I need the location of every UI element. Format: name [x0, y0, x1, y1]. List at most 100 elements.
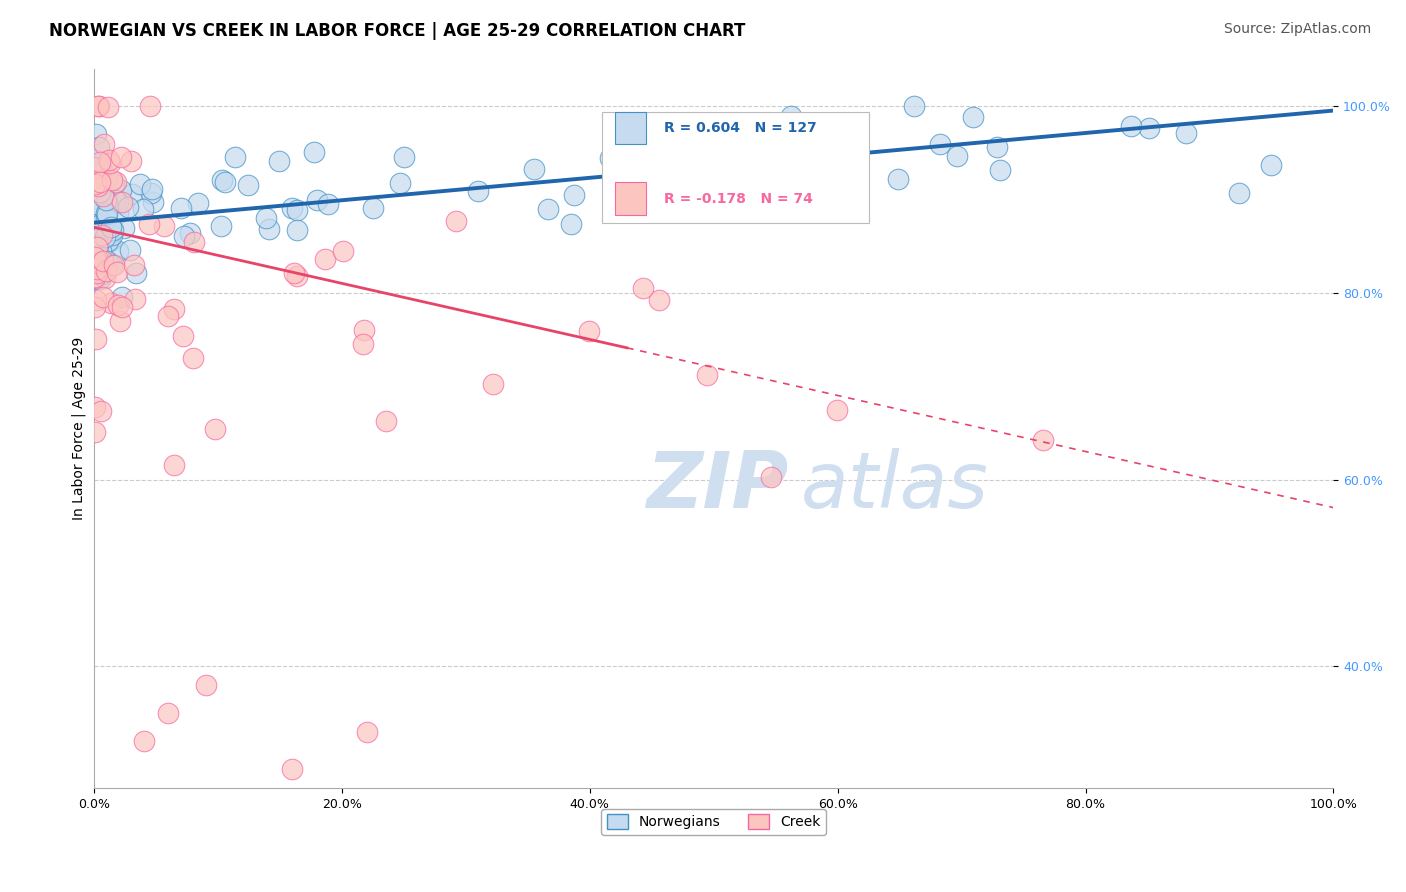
Point	[132, 734, 155, 748]
Point	[194, 678, 217, 692]
Point	[89, 222, 111, 236]
Point	[98, 156, 121, 170]
Point	[84, 221, 107, 235]
Point	[124, 293, 146, 307]
Text: Source: ZipAtlas.com: Source: ZipAtlas.com	[1223, 22, 1371, 37]
Point	[139, 99, 162, 113]
Point	[107, 205, 129, 219]
Point	[141, 181, 163, 195]
Point	[98, 234, 121, 248]
Point	[89, 183, 111, 197]
Point	[91, 257, 114, 271]
Point	[157, 706, 180, 720]
Point	[523, 162, 546, 177]
Point	[287, 202, 309, 217]
Point	[138, 218, 160, 232]
Point	[122, 258, 145, 272]
Point	[100, 220, 122, 235]
Point	[946, 149, 969, 163]
Point	[183, 235, 205, 249]
Point	[578, 324, 600, 338]
Point	[163, 302, 186, 317]
Point	[93, 187, 115, 202]
Point	[96, 195, 118, 210]
Point	[89, 164, 111, 178]
Point	[104, 193, 127, 207]
Point	[392, 150, 415, 164]
Point	[121, 187, 143, 202]
Legend: Norwegians, Creek: Norwegians, Creek	[602, 809, 827, 835]
Point	[90, 170, 112, 185]
Point	[236, 178, 259, 192]
Point	[90, 221, 112, 235]
Point	[84, 250, 107, 264]
Point	[481, 376, 503, 391]
Point	[929, 137, 952, 152]
Point	[97, 235, 120, 249]
Point	[314, 252, 336, 266]
Point	[96, 211, 118, 226]
Point	[305, 193, 328, 207]
Point	[172, 329, 194, 343]
Point	[97, 255, 120, 269]
Point	[107, 298, 129, 312]
Point	[267, 153, 290, 168]
Point	[86, 262, 108, 277]
Point	[84, 401, 107, 415]
Y-axis label: In Labor Force | Age 25-29: In Labor Force | Age 25-29	[72, 336, 86, 520]
Point	[91, 189, 114, 203]
Point	[353, 323, 375, 337]
Point	[97, 153, 120, 167]
Point	[648, 293, 671, 307]
Point	[96, 171, 118, 186]
Bar	[614, 182, 645, 215]
Point	[84, 197, 107, 211]
Point	[87, 234, 110, 248]
Point	[108, 314, 131, 328]
Point	[751, 154, 773, 169]
Point	[100, 295, 122, 310]
Point	[104, 175, 127, 189]
Point	[91, 182, 114, 196]
Point	[89, 218, 111, 232]
Point	[962, 110, 984, 124]
Point	[101, 259, 124, 273]
Point	[112, 220, 135, 235]
Point	[87, 215, 110, 229]
Point	[91, 227, 114, 242]
Point	[87, 256, 110, 270]
Point	[87, 228, 110, 243]
Point	[84, 241, 107, 255]
Point	[903, 99, 925, 113]
Point	[117, 200, 139, 214]
Point	[94, 271, 117, 285]
FancyBboxPatch shape	[602, 112, 869, 223]
Point	[599, 151, 621, 165]
Point	[91, 267, 114, 281]
Point	[780, 109, 803, 123]
Point	[825, 403, 848, 417]
Point	[132, 202, 155, 217]
Point	[988, 163, 1011, 178]
Point	[96, 259, 118, 273]
Point	[152, 219, 174, 234]
Point	[211, 173, 233, 187]
Point	[259, 221, 281, 235]
Point	[86, 266, 108, 280]
Point	[87, 227, 110, 242]
Point	[96, 254, 118, 268]
Point	[361, 201, 384, 215]
Point	[87, 179, 110, 194]
Point	[1119, 119, 1142, 133]
Point	[696, 368, 718, 382]
Text: atlas: atlas	[800, 448, 988, 524]
Point	[107, 195, 129, 210]
Point	[86, 235, 108, 250]
Point	[90, 173, 112, 187]
Point	[626, 166, 648, 180]
Text: NORWEGIAN VS CREEK IN LABOR FORCE | AGE 25-29 CORRELATION CHART: NORWEGIAN VS CREEK IN LABOR FORCE | AGE …	[49, 22, 745, 40]
Point	[139, 186, 162, 200]
Point	[103, 177, 125, 191]
Point	[90, 173, 112, 187]
Point	[87, 237, 110, 252]
